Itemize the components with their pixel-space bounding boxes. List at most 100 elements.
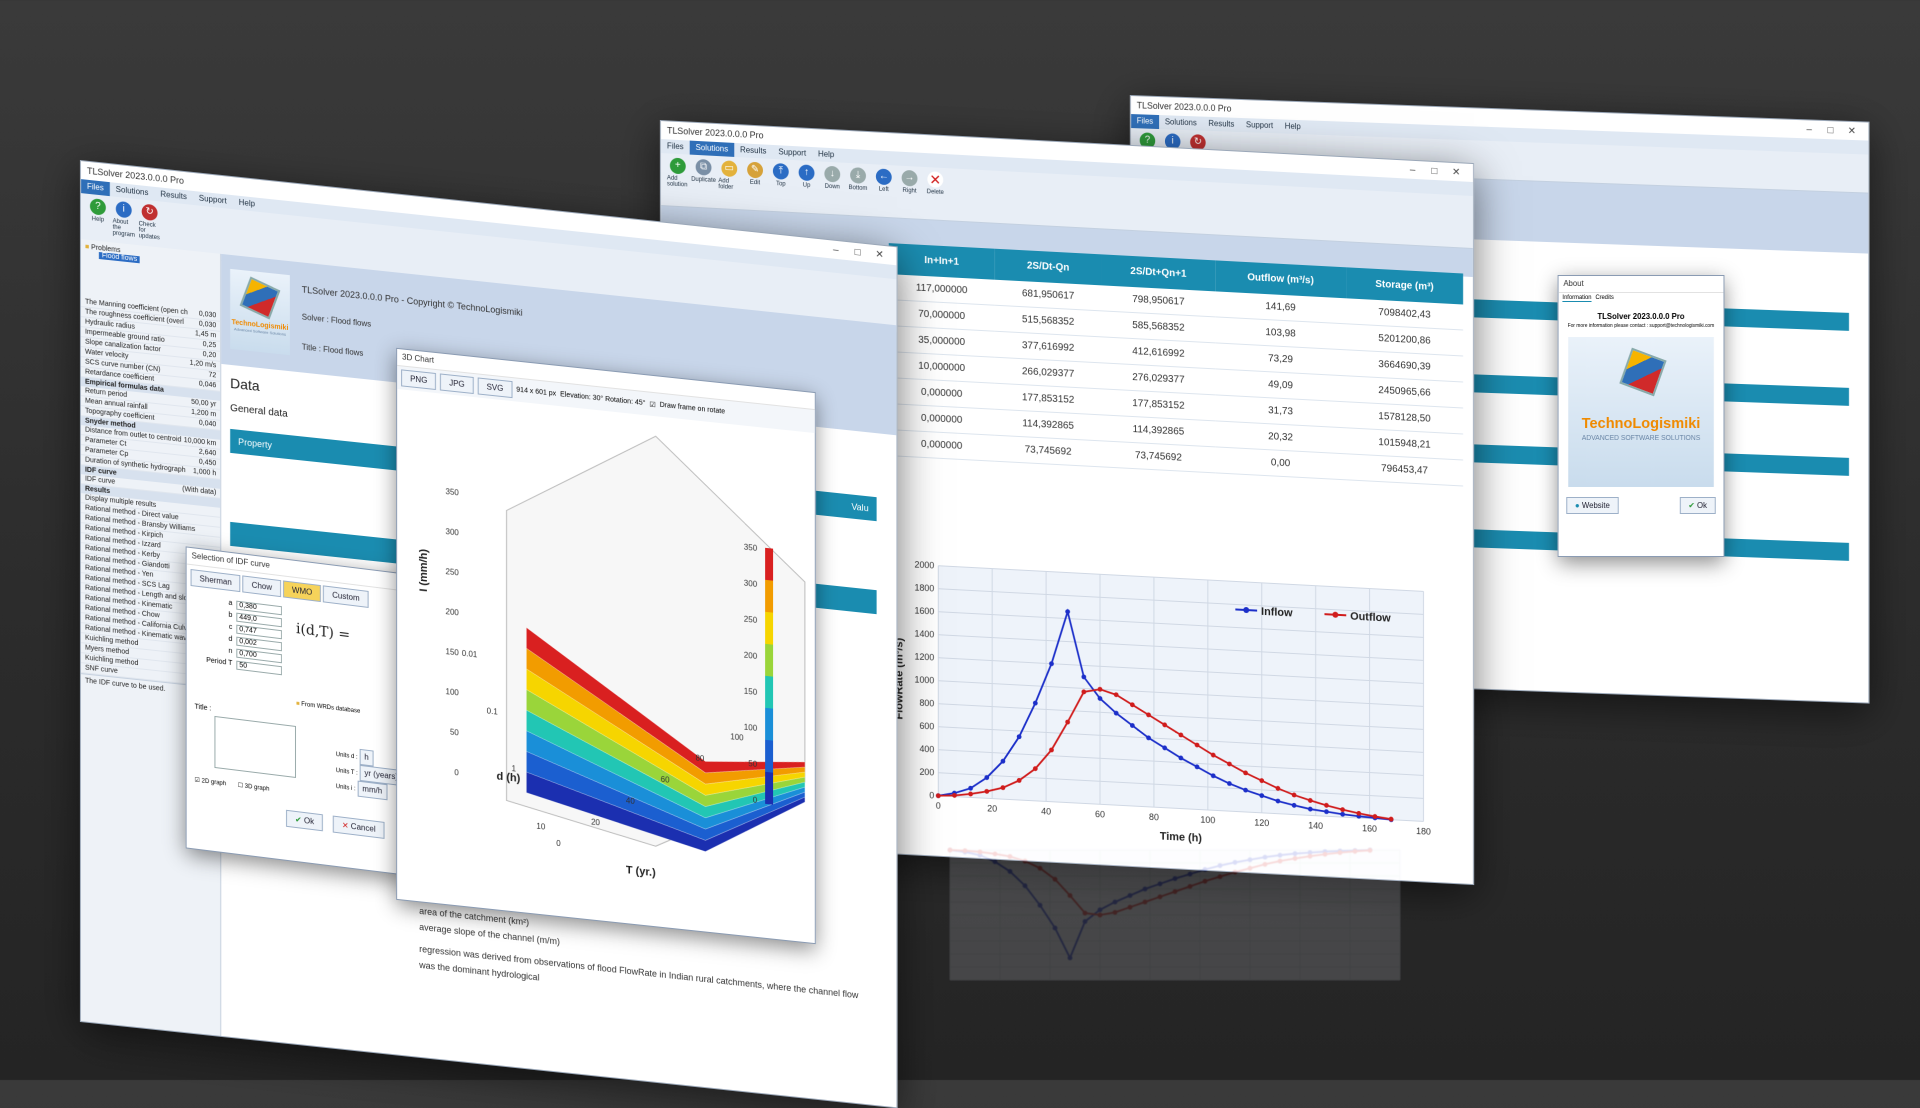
- tab-credits[interactable]: Credits: [1595, 295, 1614, 301]
- tab-files[interactable]: Files: [80, 179, 110, 197]
- up-button[interactable]: ↑ Up: [796, 164, 818, 209]
- from-db-button[interactable]: ■ From WRDs database: [296, 701, 360, 715]
- ribbon-label: Add folder: [718, 178, 734, 191]
- tab-wmo[interactable]: WMO: [282, 580, 322, 603]
- colorbar-segment: [765, 707, 774, 741]
- t-axis-label: T (yr.): [626, 864, 656, 879]
- data-point: [1082, 919, 1088, 924]
- y-tick-label: 2000: [914, 559, 934, 570]
- t-tick-label: 40: [626, 796, 635, 806]
- ribbon-label: Duplicate: [691, 176, 716, 184]
- left-button[interactable]: ← Left: [873, 168, 895, 213]
- x-tick-label: 0: [936, 801, 941, 811]
- contact-text: For more information please contact : su…: [1567, 323, 1715, 329]
- down-button[interactable]: ↓ Down: [821, 165, 843, 211]
- x-tick-label: 40: [1041, 806, 1051, 817]
- right-button[interactable]: → Right: [899, 169, 921, 215]
- column-header[interactable]: Property: [238, 436, 272, 451]
- ribbon-label: About the program: [112, 218, 135, 239]
- section-general: General data: [230, 402, 288, 420]
- from-db-label: From WRDs database: [301, 701, 361, 715]
- add-solution-button[interactable]: + Add solution: [667, 157, 689, 202]
- data-point: [1352, 848, 1358, 853]
- dialog-buttons: ✔ Ok ✕ Cancel: [286, 809, 385, 839]
- tab-files[interactable]: Files: [666, 141, 684, 152]
- data-point: [1172, 876, 1178, 881]
- data-point: [962, 848, 968, 854]
- export-jpg-button[interactable]: JPG: [440, 373, 474, 395]
- data-point: [1202, 867, 1208, 872]
- param-input[interactable]: 50: [236, 660, 283, 676]
- tab-sherman[interactable]: Sherman: [190, 568, 241, 593]
- t-tick-label: 20: [591, 817, 600, 827]
- ok-button[interactable]: ✔ Ok: [286, 809, 324, 832]
- param-label: b: [228, 611, 233, 620]
- data-point: [962, 849, 968, 855]
- checkbox-3d[interactable]: ☐: [237, 782, 244, 790]
- updates-button[interactable]: ↻ Check for updates: [139, 203, 161, 249]
- table-cell: 73,745692: [994, 435, 1102, 467]
- data-point: [1157, 894, 1163, 900]
- d-tick-label: 0.1: [487, 706, 499, 716]
- data-point: [1322, 851, 1328, 857]
- data-point: [1037, 902, 1043, 908]
- ok-button[interactable]: ✔ Ok: [1679, 497, 1716, 514]
- data-point: [1322, 849, 1328, 855]
- folder-icon: ▭: [721, 160, 738, 178]
- help-button[interactable]: ? Help: [87, 198, 109, 244]
- tab-information[interactable]: Information: [1562, 295, 1592, 302]
- website-button[interactable]: ● Website: [1566, 497, 1619, 514]
- data-point: [1142, 899, 1148, 905]
- units-i-label: Units i :: [335, 783, 356, 793]
- data-point: [1367, 847, 1373, 853]
- y-axis-label: FlowRate (m³/s): [894, 637, 906, 720]
- window-title: TLSolver 2023.0.0.0 Pro: [1136, 100, 1232, 114]
- bottom-button[interactable]: ⤓ Bottom: [847, 167, 869, 212]
- data-point: [1082, 910, 1088, 916]
- param-label: c: [228, 623, 233, 632]
- data-point: [1367, 847, 1373, 853]
- data-point: [1097, 907, 1103, 913]
- edit-button[interactable]: ✎ Edit: [744, 161, 766, 206]
- colorbar-label: 250: [744, 615, 758, 625]
- frame-checkbox[interactable]: ☑: [649, 401, 656, 409]
- tab-chow[interactable]: Chow: [242, 575, 282, 598]
- folder-icon: ■: [84, 243, 90, 251]
- cancel-label: Cancel: [350, 821, 376, 834]
- graph-options: ☑ 2D graph ☐ 3D graph: [195, 776, 270, 792]
- column-header[interactable]: Valu: [851, 501, 869, 514]
- property-grid: The Manning coefficient (open ch 0,030 The…: [80, 297, 221, 392]
- window-title: TLSolver 2023.0.0.0 Pro: [666, 125, 764, 141]
- x-tick-label: 20: [987, 803, 997, 814]
- flow-chart-wrap: 0 200 400 600 800 1000 1200 1400 1600 1800 2000 0 20…: [889, 543, 1463, 873]
- table-cell: 0,000000: [888, 429, 995, 462]
- title-textarea[interactable]: [214, 715, 296, 778]
- close-icon: ✕: [341, 820, 349, 831]
- delete-button[interactable]: ✕ Delete: [924, 171, 946, 216]
- t-tick-label: 0: [556, 839, 561, 849]
- units-d-select[interactable]: h: [359, 748, 374, 767]
- arrow-top-icon: ⤒: [772, 162, 789, 180]
- arrow-up-icon: ↑: [798, 164, 815, 182]
- export-svg-button[interactable]: SVG: [477, 377, 513, 399]
- units-t-label: Units T :: [335, 767, 358, 777]
- about-button[interactable]: i About the program: [113, 200, 135, 246]
- duplicate-button[interactable]: ⧉ Duplicate: [691, 158, 716, 204]
- check-icon: ✔: [295, 814, 302, 825]
- add-folder-button[interactable]: ▭ Add folder: [718, 160, 740, 205]
- top-button[interactable]: ⤒ Top: [770, 162, 792, 208]
- tab-files[interactable]: Files: [1130, 114, 1160, 130]
- y-tick-label: 1000: [914, 674, 934, 685]
- data-point: [1067, 893, 1073, 898]
- tab-custom[interactable]: Custom: [323, 585, 369, 608]
- data-point: [1277, 852, 1283, 858]
- data-point: [1112, 910, 1118, 915]
- data-point: [1337, 848, 1343, 854]
- data-point: [1157, 881, 1163, 887]
- y-tick-label: 200: [919, 767, 934, 778]
- export-png-button[interactable]: PNG: [401, 369, 437, 391]
- checkbox-2d[interactable]: ☑: [194, 777, 200, 785]
- brand-name: TechnoLogismiki: [1581, 415, 1701, 432]
- data-point: [1022, 858, 1028, 864]
- cancel-button[interactable]: ✕ Cancel: [332, 815, 385, 839]
